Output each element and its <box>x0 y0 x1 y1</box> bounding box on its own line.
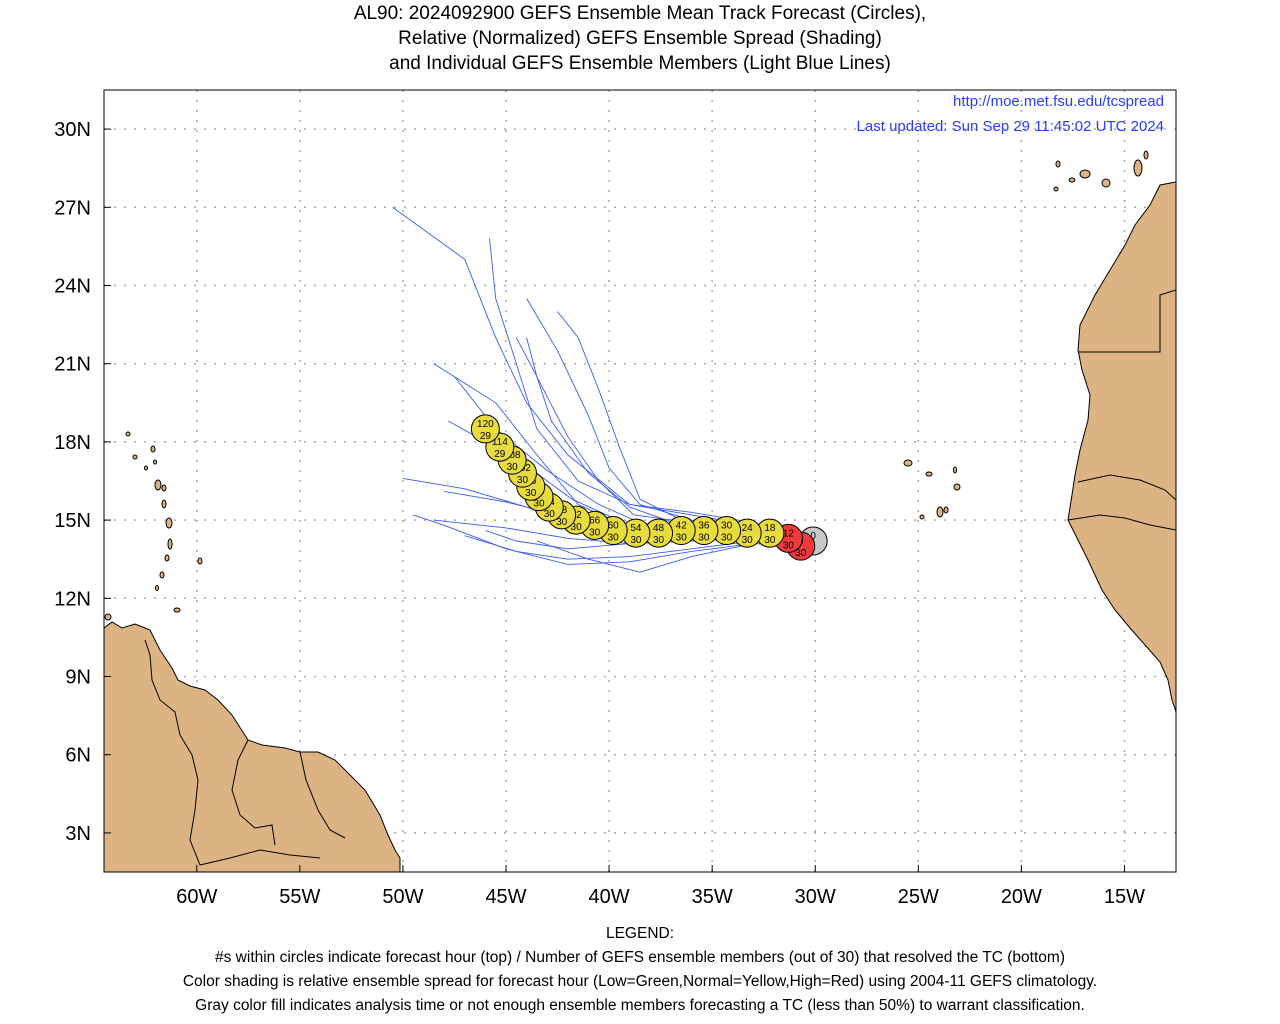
forecast-hour-label: 0 <box>810 531 816 542</box>
member-count-label: 30 <box>764 535 776 546</box>
forecast-hour-label: 48 <box>653 523 665 534</box>
axis-ticks: 60W 55W 50W 45W 40W 35W 30W 25W 20W 15W 3N 6N 9N 12N 1… <box>54 119 1145 908</box>
legend-heading: LEGEND: <box>605 925 675 942</box>
forecast-hour-label: 120 <box>477 419 494 430</box>
member-count-label: 30 <box>742 535 754 546</box>
lon-tick-label: 30W <box>795 886 836 908</box>
legend-line-3: Gray color fill indicates analysis time … <box>195 997 1085 1014</box>
member-count-label: 30 <box>533 499 545 510</box>
cape-verde-islands <box>903 459 961 520</box>
mean-track-circles: 0630123018302430303036304230483054306030… <box>470 414 828 561</box>
canary-islands <box>1053 150 1149 192</box>
lon-tick-label: 50W <box>382 886 423 908</box>
lon-tick-label: 25W <box>898 886 939 908</box>
legend-line-2: Color shading is relative ensemble sprea… <box>182 973 1098 990</box>
lat-tick-label: 6N <box>65 745 91 767</box>
forecast-hour-label: 36 <box>698 521 710 532</box>
land-layer <box>104 150 1176 872</box>
lat-tick-label: 15N <box>54 510 91 532</box>
lat-tick-label: 30N <box>54 119 91 141</box>
lat-tick-label: 27N <box>54 197 91 219</box>
last-updated-text: Last updated: Sun Sep 29 11:45:02 UTC 20… <box>856 118 1164 135</box>
lon-tick-label: 40W <box>589 886 630 908</box>
country-border <box>144 639 346 866</box>
forecast-hour-label: 12 <box>783 528 795 539</box>
lon-tick-label: 15W <box>1104 886 1145 908</box>
forecast-hour-label: 18 <box>764 523 776 534</box>
source-url-link[interactable]: http://moe.met.fsu.edu/tcspread <box>953 93 1164 110</box>
forecast-hour-label: 72 <box>571 510 583 521</box>
forecast-hour-label: 60 <box>608 521 620 532</box>
member-count-label: 30 <box>571 522 583 533</box>
lesser-antilles <box>104 431 203 621</box>
member-count-label: 30 <box>676 533 688 544</box>
lon-tick-label: 60W <box>176 886 217 908</box>
forecast-hour-label: 24 <box>742 523 754 534</box>
lon-tick-label: 35W <box>692 886 733 908</box>
forecast-hour-label: 66 <box>589 515 601 526</box>
lat-tick-label: 9N <box>65 667 91 689</box>
member-count-label: 30 <box>517 475 529 486</box>
lon-tick-label: 20W <box>1001 886 1042 908</box>
legend-line-1: #s within circles indicate forecast hour… <box>215 949 1065 966</box>
africa-landmass <box>1067 181 1176 713</box>
lat-tick-label: 3N <box>65 823 91 845</box>
member-count-label: 30 <box>630 535 642 546</box>
south-america-landmass <box>104 621 401 872</box>
forecast-hour-label: 42 <box>676 521 688 532</box>
africa-border <box>1067 289 1176 531</box>
member-count-label: 30 <box>608 533 620 544</box>
lon-tick-label: 55W <box>279 886 320 908</box>
member-count-label: 30 <box>721 533 733 544</box>
lat-tick-label: 24N <box>54 276 91 298</box>
grid-lines <box>104 90 1176 872</box>
lon-tick-label: 45W <box>485 886 526 908</box>
ensemble-member-track <box>392 206 820 547</box>
member-count-label: 30 <box>589 527 601 538</box>
member-count-label: 30 <box>698 533 710 544</box>
forecast-hour-label: 54 <box>630 523 642 534</box>
member-count-label: 30 <box>653 535 665 546</box>
member-count-label: 30 <box>525 488 537 499</box>
forecast-hour-label: 114 <box>492 437 508 448</box>
member-count-label: 30 <box>507 462 519 473</box>
member-count-label: 30 <box>795 548 807 559</box>
lat-tick-label: 18N <box>54 432 91 454</box>
forecast-hour-label: 30 <box>721 521 733 532</box>
member-count-label: 30 <box>544 509 556 520</box>
plot-frame <box>103 89 1177 873</box>
chart-title-line-2: Relative (Normalized) GEFS Ensemble Spre… <box>398 28 882 49</box>
member-count-label: 30 <box>783 540 795 551</box>
member-count-label: 30 <box>556 517 568 528</box>
forecast-hour-label: 108 <box>504 450 521 461</box>
member-count-label: 29 <box>480 431 492 442</box>
track-circle <box>470 414 500 444</box>
chart-title-line-3: and Individual GEFS Ensemble Members (Li… <box>389 53 891 74</box>
lat-tick-label: 12N <box>54 588 91 610</box>
member-count-label: 29 <box>494 449 506 460</box>
chart-title-line-1: AL90: 2024092900 GEFS Ensemble Mean Trac… <box>353 3 927 24</box>
lat-tick-label: 21N <box>54 354 91 376</box>
